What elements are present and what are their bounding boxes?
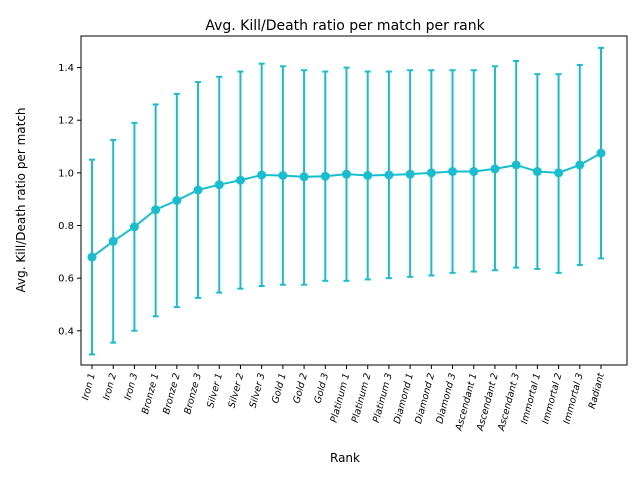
data-point [490, 164, 500, 174]
data-point [596, 148, 606, 158]
y-tick-label: 0.6 [58, 274, 74, 285]
data-point [278, 170, 288, 180]
data-point [532, 167, 542, 177]
axes-frame [80, 35, 628, 366]
data-point [342, 169, 351, 179]
y-tick-label: 0.4 [58, 326, 74, 337]
y-tick-label: 1.0 [58, 168, 74, 179]
chart-title: Avg. Kill/Death ratio per match per rank [205, 18, 485, 34]
data-point [363, 170, 373, 180]
data-point [214, 180, 224, 190]
data-point [469, 167, 479, 177]
data-point [426, 168, 436, 178]
x-axis-label: Rank [330, 451, 360, 465]
data-point [257, 170, 267, 180]
y-tick-label: 1.4 [58, 63, 74, 74]
y-axis-label: Avg. Kill/Death ratio per match [14, 107, 28, 292]
data-point [193, 185, 203, 195]
data-point [299, 172, 309, 182]
data-point [575, 160, 585, 170]
data-point [87, 252, 97, 262]
data-point [151, 205, 161, 215]
data-point [235, 175, 245, 185]
data-point [511, 160, 521, 170]
data-point [172, 196, 182, 205]
y-tick-label: 0.8 [58, 221, 74, 232]
data-point [129, 222, 139, 232]
data-point [554, 168, 564, 178]
data-point [405, 169, 415, 179]
data-point [448, 167, 458, 177]
data-point [320, 171, 330, 181]
data-point [384, 170, 394, 180]
data-point [108, 236, 118, 246]
y-tick-label: 1.2 [58, 116, 74, 127]
plot-area [87, 46, 606, 356]
